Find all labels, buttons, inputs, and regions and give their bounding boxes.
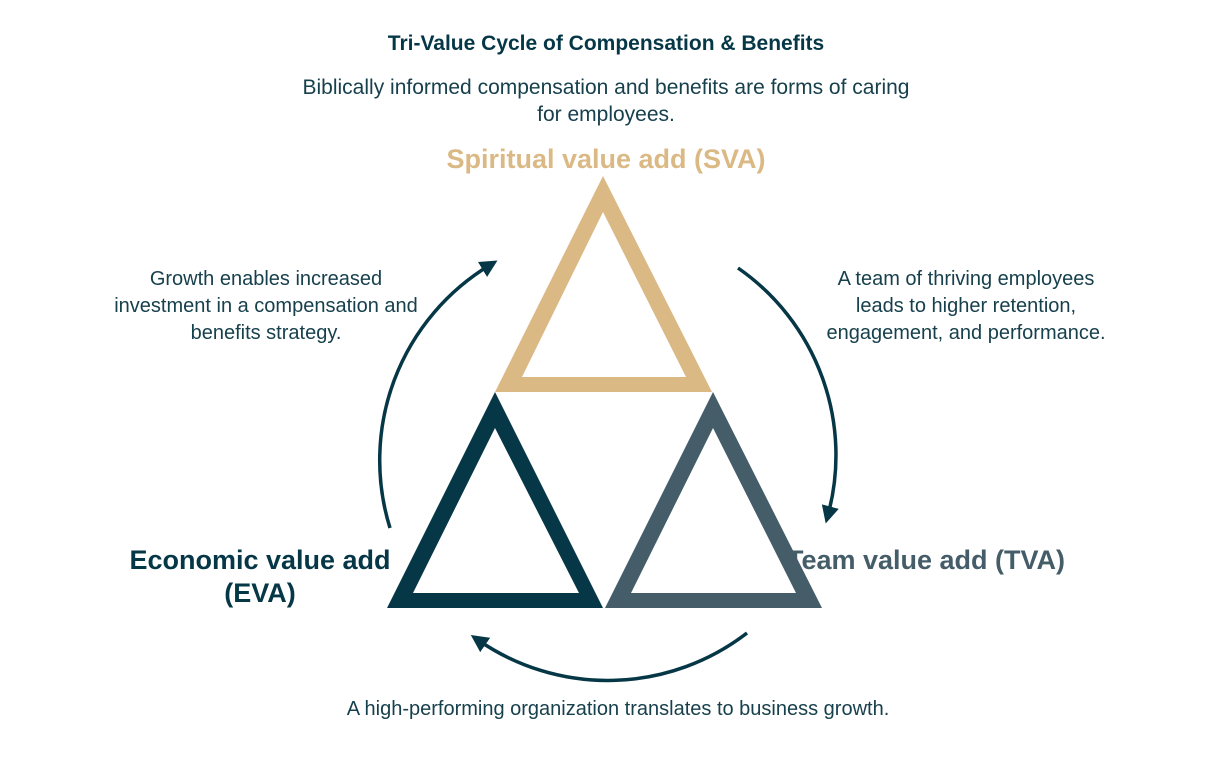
eva-to-sva-note: Growth enables increased investment in a… (114, 268, 418, 344)
sva-label: Spiritual value add (SVA) (446, 144, 766, 174)
tva-to-eva-note: A high-performing organization translate… (346, 698, 890, 720)
sva-triangle (495, 176, 712, 392)
arrow-tva-to-eva (470, 631, 749, 683)
diagram-subtitle: Biblically informed compensation and ben… (302, 76, 910, 126)
eva-triangle (387, 392, 603, 608)
eva-label: Economic value add (EVA) (129, 545, 391, 608)
arrow-sva-to-tva (737, 266, 839, 524)
sva-to-tva-note: A team of thriving employees leads to hi… (826, 268, 1106, 344)
tva-label: Team value add (TVA) (786, 545, 1066, 575)
tva-triangle (605, 392, 822, 608)
diagram-title: Tri-Value Cycle of Compensation & Benefi… (387, 32, 825, 55)
arrow-eva-to-sva (377, 260, 498, 529)
